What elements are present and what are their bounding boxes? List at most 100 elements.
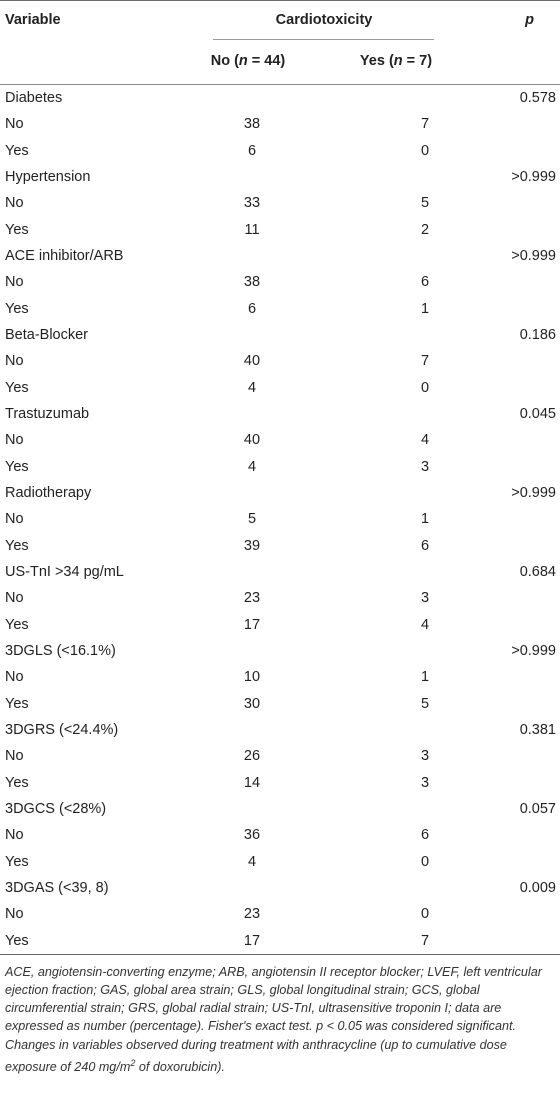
table-row: 3DGCS (<28%) 0.057 xyxy=(0,796,560,822)
cell-p xyxy=(505,585,560,611)
row-label: No xyxy=(5,432,24,449)
row-label: Yes xyxy=(5,774,29,791)
cell-no: 5 xyxy=(247,511,257,528)
cell-no: 4 xyxy=(247,379,257,396)
header-no-group: No (n = 44) xyxy=(198,53,298,69)
cell-p xyxy=(505,743,560,769)
cell-no xyxy=(195,243,309,269)
row-label: Yes xyxy=(5,537,29,554)
cell-p: >0.999 xyxy=(511,485,556,502)
row-label: 3DGAS (<39, 8) xyxy=(5,880,109,896)
cell-yes: 0 xyxy=(420,853,430,870)
table-row: ACE inhibitor/ARB >0.999 xyxy=(0,243,560,269)
row-label: No xyxy=(5,827,24,844)
row-label: Yes xyxy=(5,695,29,712)
footnote: ACE, angiotensin-converting enzyme; ARB,… xyxy=(0,955,560,1076)
cell-p: 0.009 xyxy=(519,880,556,896)
cell-p xyxy=(505,296,560,322)
cell-p: 0.684 xyxy=(519,564,556,581)
cell-no xyxy=(195,875,309,901)
cell-p xyxy=(505,111,560,137)
cell-yes xyxy=(309,243,505,269)
table-header: Variable Cardiotoxicity p No (n = 44) Ye… xyxy=(0,1,560,84)
cell-p: 0.186 xyxy=(519,327,556,344)
row-label: 3DGRS (<24.4%) xyxy=(5,722,119,739)
cell-p xyxy=(505,138,560,164)
cell-p xyxy=(505,506,560,532)
row-label: Yes xyxy=(5,458,29,475)
table-row: Yes 17 4 xyxy=(0,612,560,638)
cell-yes: 0 xyxy=(420,379,430,396)
header-rule xyxy=(0,84,560,85)
cell-yes: 6 xyxy=(420,827,430,844)
table-row: No 38 6 xyxy=(0,269,560,295)
cell-no xyxy=(195,559,309,585)
table-row: Yes 14 3 xyxy=(0,770,560,796)
table-row: Trastuzumab 0.045 xyxy=(0,401,560,427)
cell-no: 38 xyxy=(243,274,261,291)
cell-yes xyxy=(309,559,505,585)
table-row: Yes 11 2 xyxy=(0,217,560,243)
cell-no: 4 xyxy=(247,458,257,475)
cell-no: 38 xyxy=(243,116,261,133)
cell-yes: 1 xyxy=(420,511,430,528)
cell-p: 0.381 xyxy=(519,722,556,739)
header-no-suffix: = 44) xyxy=(247,53,286,69)
bottom-rule xyxy=(0,953,560,955)
cell-yes: 4 xyxy=(420,616,430,633)
cell-p xyxy=(505,190,560,216)
row-label: Yes xyxy=(5,300,29,317)
cell-no: 40 xyxy=(243,432,261,449)
cell-p: >0.999 xyxy=(511,169,556,186)
header-yes-n: n xyxy=(393,53,403,69)
cell-no: 36 xyxy=(243,827,261,844)
table-row: Yes 17 7 xyxy=(0,928,560,954)
cell-yes: 1 xyxy=(420,669,430,686)
header-cardiotoxicity: Cardiotoxicity xyxy=(275,12,373,28)
cell-no xyxy=(195,401,309,427)
row-label: Beta-Blocker xyxy=(5,327,89,344)
header-subrule xyxy=(213,39,434,40)
cell-p: 0.578 xyxy=(519,90,556,107)
cell-no: 11 xyxy=(244,221,260,238)
cell-p xyxy=(505,691,560,717)
row-label: Yes xyxy=(5,142,29,159)
cell-p xyxy=(505,901,560,927)
cell-p: >0.999 xyxy=(511,643,556,660)
row-label: Yes xyxy=(5,932,29,949)
cell-yes: 3 xyxy=(420,590,430,607)
data-table: Diabetes 0.578 No 38 7 Yes 6 0 Hypertension >0.99… xyxy=(0,85,560,954)
cell-yes: 7 xyxy=(420,932,430,949)
cell-p xyxy=(505,427,560,453)
table-row: 3DGRS (<24.4%) 0.381 xyxy=(0,717,560,743)
row-label: Diabetes xyxy=(5,90,63,107)
table-row: Yes 6 1 xyxy=(0,296,560,322)
header-p: p xyxy=(525,12,534,28)
cell-yes: 5 xyxy=(420,195,430,212)
cell-no: 6 xyxy=(247,142,257,159)
row-label: No xyxy=(5,511,24,528)
cell-no xyxy=(195,322,309,348)
row-label: Trastuzumab xyxy=(5,406,90,423)
cell-yes: 7 xyxy=(420,116,430,133)
row-label: Radiotherapy xyxy=(5,485,92,502)
cell-yes: 3 xyxy=(420,458,430,475)
header-yes-prefix: Yes ( xyxy=(359,53,394,69)
row-label: Yes xyxy=(5,616,29,633)
cell-yes xyxy=(309,164,505,190)
cell-no: 40 xyxy=(243,353,261,370)
footnote-superscript: 2 xyxy=(130,1057,136,1068)
cell-no: 10 xyxy=(243,669,261,686)
table-row: No 38 7 xyxy=(0,111,560,137)
top-rule xyxy=(0,0,560,1)
row-label: US-TnI >34 pg/mL xyxy=(5,564,124,581)
table-row: No 36 6 xyxy=(0,822,560,848)
table-row: No 26 3 xyxy=(0,743,560,769)
cell-no xyxy=(195,85,309,111)
cell-p xyxy=(505,928,560,954)
cell-p: 0.045 xyxy=(519,406,556,423)
cell-p xyxy=(505,822,560,848)
row-label: Yes xyxy=(5,853,29,870)
cell-no: 26 xyxy=(243,748,261,765)
row-label: 3DGCS (<28%) xyxy=(5,801,107,818)
